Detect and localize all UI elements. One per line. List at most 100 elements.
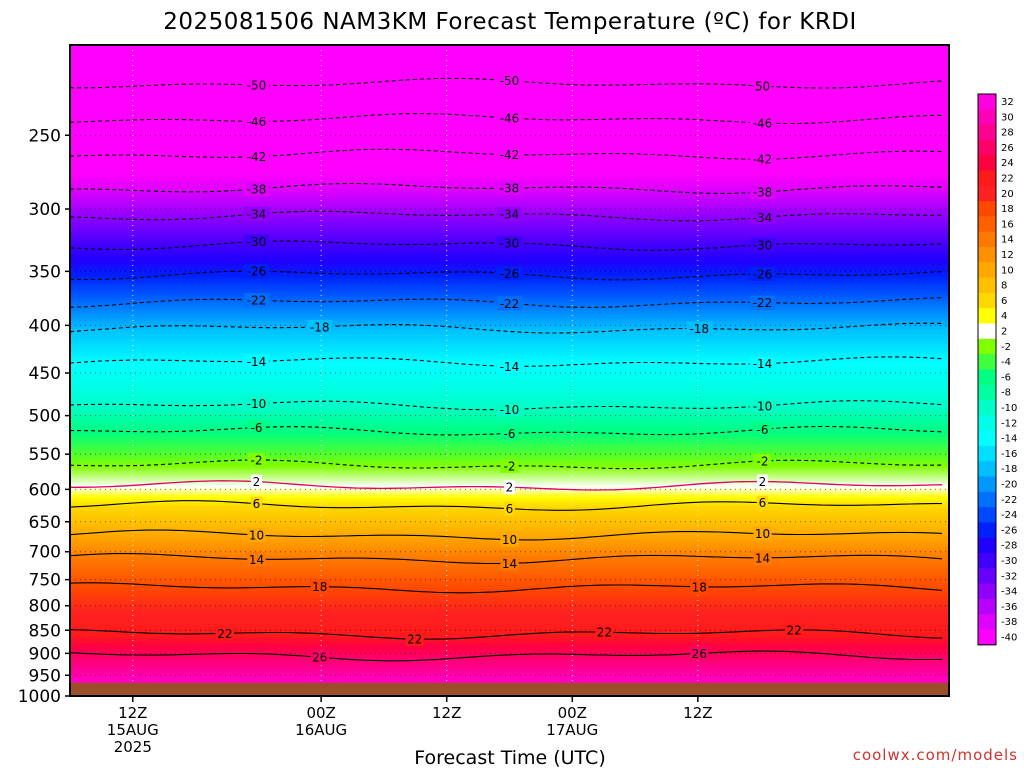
isotherm-label-box — [243, 181, 270, 196]
colorbar-label: 30 — [1001, 112, 1014, 123]
fill-band — [70, 145, 949, 148]
fill-band — [70, 139, 949, 142]
colorbar-swatch — [978, 461, 996, 477]
isotherm-label-box — [686, 321, 713, 336]
isotherm-label: -18 — [310, 320, 330, 334]
fill-band — [70, 87, 949, 90]
fill-band — [70, 675, 949, 678]
y-tick-label: 750 — [29, 571, 61, 591]
isotherm-label-box — [503, 501, 516, 516]
fill-band — [70, 225, 949, 228]
fill-band — [70, 129, 949, 132]
y-axis-pressure: 250 300 350 400 450 500 550 600 650 700 750 800 850 9… — [18, 126, 70, 707]
colorbar-swatch — [978, 323, 996, 340]
credit-text[interactable]: coolwx.com/models — [853, 746, 1018, 764]
isotherm-line — [70, 582, 943, 594]
colorbar-swatch — [978, 430, 996, 447]
fill-band — [70, 451, 949, 454]
isotherm-label: 10 — [502, 533, 517, 547]
colorbar-label: -12 — [1001, 418, 1017, 429]
fill-band — [70, 677, 949, 680]
fill-band — [70, 59, 949, 62]
colorbar-swatch — [978, 231, 996, 248]
isotherm-label: -2 — [757, 454, 769, 468]
fill-band — [70, 347, 949, 350]
fill-band — [70, 331, 949, 334]
fill-band — [70, 525, 949, 528]
isotherm-label-box — [753, 550, 772, 565]
fill-band — [70, 639, 949, 642]
fill-band — [70, 497, 949, 500]
fill-band — [70, 161, 949, 164]
colorbar-label: -14 — [1001, 434, 1017, 445]
fill-band — [70, 669, 949, 672]
isotherm-label: -14 — [753, 357, 773, 371]
fill-band — [70, 679, 949, 682]
fill-band — [70, 65, 949, 68]
fill-band — [70, 169, 949, 172]
isotherm-label-box — [753, 422, 772, 437]
fill-band — [70, 475, 949, 478]
fill-band — [70, 285, 949, 288]
colorbar-swatch — [978, 155, 996, 171]
y-tick-label: 600 — [29, 480, 61, 500]
fill-band — [70, 553, 949, 556]
fill-band — [70, 665, 949, 668]
isotherm-label-box — [496, 181, 523, 196]
colorbar-label: -16 — [1001, 449, 1017, 460]
fill-band — [70, 283, 949, 286]
fill-band — [70, 473, 949, 476]
isotherm-label-box — [500, 426, 519, 441]
fill-band — [70, 671, 949, 674]
colorbar-label: -20 — [1001, 480, 1017, 491]
colorbar-swatch — [978, 553, 996, 569]
isotherm-label: -42 — [247, 150, 267, 164]
isotherm-label-box — [496, 73, 523, 88]
fill-band — [70, 517, 949, 520]
fill-band — [70, 251, 949, 254]
fill-band — [70, 581, 949, 584]
isotherm-label: -14 — [247, 355, 267, 369]
fill-band — [70, 355, 949, 358]
isotherm-label-box — [500, 532, 519, 547]
fill-band — [70, 619, 949, 622]
fill-band — [70, 395, 949, 398]
x-tick-label: 12Z — [683, 704, 712, 722]
colorbar-swatch — [978, 292, 996, 309]
isotherm-label-box — [500, 556, 519, 571]
colorbar-swatch — [978, 139, 996, 156]
isotherm-label: 6 — [253, 497, 261, 511]
isotherm-label: -6 — [504, 427, 516, 441]
isotherm-label: -38 — [247, 182, 267, 196]
fill-band — [70, 661, 949, 664]
fill-band — [70, 611, 949, 614]
isotherm-label-box — [690, 646, 709, 661]
fill-band — [70, 45, 949, 48]
fill-band — [70, 265, 949, 268]
isotherm-label-box — [215, 626, 235, 641]
fill-band — [70, 171, 949, 174]
y-tick-label: 400 — [29, 316, 61, 336]
colorbar-label: -28 — [1001, 541, 1017, 552]
colorbar-swatch — [978, 476, 996, 493]
colorbar-label: -32 — [1001, 571, 1017, 582]
fill-band — [70, 353, 949, 356]
isotherm-line — [70, 322, 943, 334]
fill-band — [70, 257, 949, 260]
fill-band — [70, 319, 949, 322]
x-tick-label: 16AUG — [295, 721, 347, 739]
fill-band — [70, 227, 949, 230]
fill-band — [70, 337, 949, 340]
fill-band — [70, 97, 949, 100]
colorbar-label: -36 — [1001, 602, 1017, 613]
fill-band — [70, 287, 949, 290]
fill-band — [70, 175, 949, 178]
fill-band — [70, 333, 949, 336]
colorbar-label: 22 — [1001, 174, 1014, 185]
fill-band — [70, 447, 949, 450]
isotherm-label: 6 — [759, 496, 767, 510]
isotherm-label-box — [749, 210, 776, 225]
fill-band — [70, 311, 949, 314]
fill-band — [70, 339, 949, 342]
colorbar-label: -2 — [1001, 342, 1011, 353]
